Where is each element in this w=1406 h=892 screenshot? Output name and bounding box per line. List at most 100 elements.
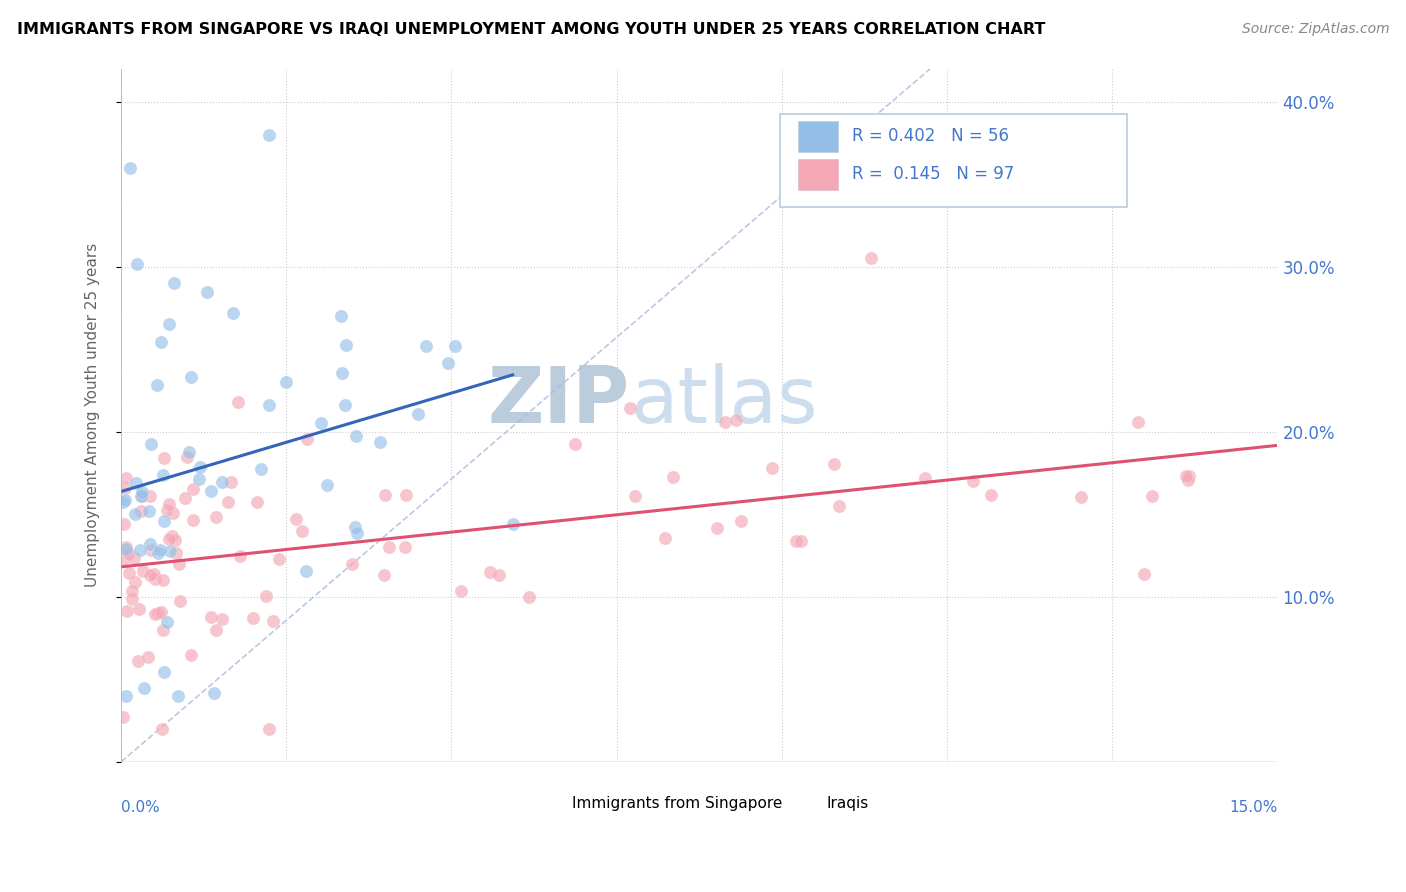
FancyBboxPatch shape — [797, 159, 838, 190]
Point — [309, 416, 332, 430]
Text: R =  0.145   N = 97: R = 0.145 N = 97 — [852, 165, 1014, 183]
Point — [160, 529, 183, 543]
Point — [346, 429, 368, 443]
Point — [291, 524, 314, 538]
Point — [654, 532, 676, 546]
Point — [1177, 474, 1199, 488]
Point — [146, 606, 169, 620]
Point — [149, 543, 172, 558]
Point — [124, 551, 146, 566]
Point — [136, 650, 159, 665]
Point — [114, 542, 136, 557]
Point — [211, 475, 233, 489]
Point — [619, 401, 641, 416]
Point — [204, 686, 226, 700]
Point — [378, 541, 401, 555]
Point — [254, 589, 277, 603]
Point — [217, 495, 239, 509]
Point — [368, 434, 391, 449]
Point — [315, 478, 337, 492]
Point — [118, 566, 141, 580]
Point — [624, 489, 647, 503]
Point — [200, 609, 222, 624]
Point — [330, 309, 353, 323]
Point — [502, 516, 524, 531]
Point — [114, 481, 136, 495]
Point — [169, 594, 191, 608]
FancyBboxPatch shape — [797, 120, 838, 152]
Point — [153, 665, 176, 680]
Point — [340, 558, 363, 572]
Point — [139, 536, 162, 550]
Point — [187, 472, 209, 486]
Point — [124, 508, 146, 522]
Point — [176, 450, 198, 464]
Point — [131, 484, 153, 499]
Point — [242, 611, 264, 625]
Point — [156, 503, 179, 517]
Point — [127, 257, 149, 271]
Point — [190, 460, 212, 475]
Point — [121, 592, 143, 607]
Point — [823, 457, 845, 471]
Point — [127, 655, 149, 669]
Point — [131, 489, 153, 503]
Point — [115, 541, 138, 555]
Point — [790, 534, 813, 549]
Point — [1174, 469, 1197, 483]
Point — [180, 648, 202, 662]
Text: Iraqis: Iraqis — [827, 796, 869, 811]
Point — [222, 306, 245, 320]
Point — [138, 567, 160, 582]
Point — [785, 533, 807, 548]
Point — [114, 493, 136, 508]
Point — [1132, 567, 1154, 582]
Point — [162, 276, 184, 290]
Point — [181, 513, 204, 527]
Point — [333, 398, 356, 412]
Point — [150, 605, 173, 619]
Point — [157, 533, 180, 547]
Point — [152, 468, 174, 483]
Point — [143, 566, 166, 581]
Point — [828, 499, 851, 513]
Point — [344, 520, 367, 534]
Point — [706, 521, 728, 535]
Point — [167, 558, 190, 572]
Point — [195, 285, 218, 299]
Point — [295, 564, 318, 578]
Point — [159, 544, 181, 558]
Point — [156, 615, 179, 629]
Point — [129, 503, 152, 517]
Point — [1069, 491, 1091, 505]
Point — [162, 506, 184, 520]
FancyBboxPatch shape — [792, 791, 817, 816]
Text: Immigrants from Singapore: Immigrants from Singapore — [572, 796, 783, 811]
Point — [564, 437, 586, 451]
Point — [714, 415, 737, 429]
Point — [1128, 416, 1150, 430]
Point — [295, 432, 318, 446]
Point — [114, 471, 136, 485]
Point — [204, 509, 226, 524]
Point — [226, 395, 249, 409]
Point — [174, 491, 197, 505]
Point — [112, 551, 135, 566]
FancyBboxPatch shape — [780, 113, 1128, 207]
Point — [129, 489, 152, 503]
Point — [211, 612, 233, 626]
Point — [725, 413, 748, 427]
Point — [394, 541, 416, 555]
Point — [662, 470, 685, 484]
Point — [128, 601, 150, 615]
Point — [124, 574, 146, 589]
Point — [157, 496, 180, 510]
Point — [115, 689, 138, 703]
Point — [143, 607, 166, 621]
Point — [373, 567, 395, 582]
Point — [145, 377, 167, 392]
Text: atlas: atlas — [630, 363, 817, 439]
Point — [165, 533, 187, 547]
Point — [166, 689, 188, 703]
Point — [259, 398, 281, 412]
